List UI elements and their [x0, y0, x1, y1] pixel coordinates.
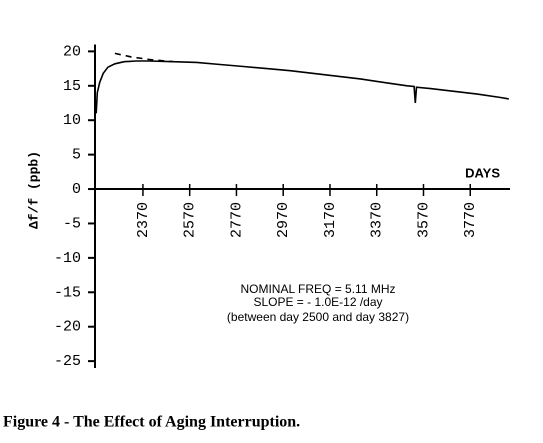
- x-tick-label: 3570: [415, 202, 432, 238]
- annotation: SLOPE = - 1.0E-12 /day: [253, 295, 382, 309]
- data-line: [114, 52, 174, 63]
- y-tick-label: -10: [54, 250, 81, 267]
- x-tick-label: 3170: [322, 202, 339, 238]
- y-tick-label: -25: [54, 353, 81, 370]
- y-tick-label: 20: [63, 43, 81, 60]
- x-axis-label: DAYS: [465, 165, 500, 180]
- x-tick-label: 2370: [135, 202, 152, 238]
- y-tick-label: -20: [54, 319, 81, 336]
- x-tick-label: 2770: [228, 202, 245, 238]
- data-line: [95, 60, 509, 114]
- y-axis-label: Δf/f (ppb): [26, 151, 41, 229]
- x-tick-label: 2970: [275, 202, 292, 238]
- y-tick-label: -15: [54, 284, 81, 301]
- caption: Figure 4 - The Effect of Aging Interrupt…: [3, 414, 300, 431]
- y-tick-label: -5: [63, 215, 81, 232]
- x-tick-label: 3770: [462, 202, 479, 238]
- y-tick-label: 5: [72, 147, 81, 164]
- annotation: (between day 2500 and day 3827): [227, 310, 409, 324]
- y-tick-label: 0: [72, 181, 81, 198]
- x-tick-label: 2570: [182, 202, 199, 238]
- x-tick-label: 3370: [369, 202, 386, 238]
- annotation: NOMINAL FREQ = 5.11 MHz: [240, 282, 395, 296]
- y-tick-label: 10: [63, 112, 81, 129]
- y-tick-label: 15: [63, 78, 81, 95]
